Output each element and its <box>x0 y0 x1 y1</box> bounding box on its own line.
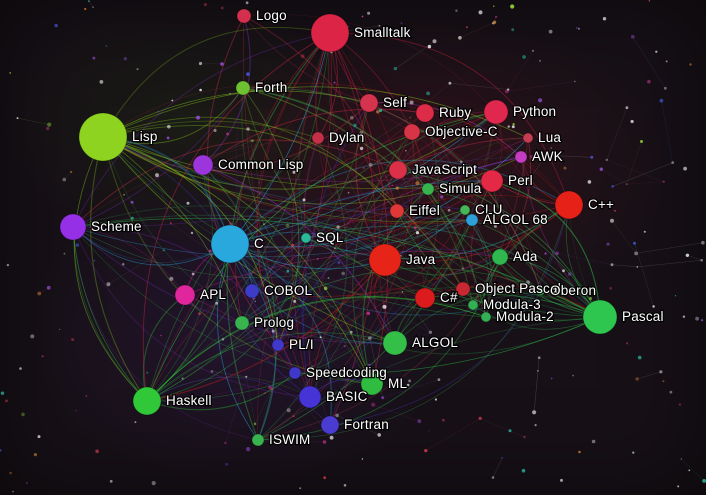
node-label-sql: SQL <box>316 230 344 245</box>
node-label-speedcoding: Speedcoding <box>306 365 387 380</box>
node-clu[interactable] <box>459 204 471 216</box>
node-label-oberon: Oberon <box>550 283 596 298</box>
node-lisp[interactable] <box>78 112 128 162</box>
node-label-haskell: Haskell <box>166 393 212 408</box>
node-speedcoding[interactable] <box>288 366 302 380</box>
node-csharp[interactable] <box>414 287 436 309</box>
node-label-basic: BASIC <box>326 389 368 404</box>
node-label-simula: Simula <box>439 181 482 196</box>
node-pl-i[interactable] <box>271 338 285 352</box>
node-cobol[interactable] <box>244 283 260 299</box>
node-cpp[interactable] <box>554 190 584 220</box>
node-label-pl-i: PL/I <box>289 337 314 352</box>
labels-layer: Logo Smalltalk Forth Lisp Self Ruby Python Obje… <box>90 7 665 449</box>
node-algol-68[interactable] <box>465 213 479 227</box>
node-label-modula-2: Modula-2 <box>496 309 554 324</box>
node-prolog[interactable] <box>234 315 250 331</box>
node-simula[interactable] <box>421 182 435 196</box>
node-smalltalk[interactable] <box>310 13 350 53</box>
node-label-common-lisp: Common Lisp <box>218 157 303 172</box>
node-javascript[interactable] <box>388 160 408 180</box>
node-label-pascal: Pascal <box>622 309 664 324</box>
node-awk[interactable] <box>514 150 528 164</box>
node-label-prolog: Prolog <box>254 315 294 330</box>
node-label-self: Self <box>383 95 407 110</box>
node-label-perl: Perl <box>508 173 533 188</box>
node-label-ada: Ada <box>513 249 538 264</box>
node-lua[interactable] <box>522 132 534 144</box>
node-label-lua: Lua <box>538 130 561 145</box>
node-forth[interactable] <box>235 80 251 96</box>
node-objective-c[interactable] <box>403 123 421 141</box>
node-label-scheme: Scheme <box>91 219 142 234</box>
node-ml[interactable] <box>360 372 384 396</box>
node-label-csharp: C# <box>440 290 458 305</box>
node-common-lisp[interactable] <box>192 154 214 176</box>
node-basic[interactable] <box>298 385 322 409</box>
node-ruby[interactable] <box>415 103 435 123</box>
node-label-modula-3: Modula-3 <box>483 297 541 312</box>
node-label-ruby: Ruby <box>439 105 471 120</box>
node-perl[interactable] <box>480 169 504 193</box>
node-iswim[interactable] <box>251 433 265 447</box>
node-java[interactable] <box>368 243 402 277</box>
node-label-algol-68: ALGOL 68 <box>483 212 548 227</box>
node-fortran[interactable] <box>320 415 340 435</box>
node-scheme[interactable] <box>59 213 87 241</box>
node-label-lisp: Lisp <box>132 129 158 144</box>
node-dylan[interactable] <box>311 131 325 145</box>
node-label-java: Java <box>406 252 436 267</box>
node-apl[interactable] <box>174 284 196 306</box>
node-label-object-pascal: Object Pascal <box>475 281 561 296</box>
node-label-smalltalk: Smalltalk <box>354 25 411 40</box>
node-label-clu: CLU <box>475 202 503 217</box>
node-label-eiffel: Eiffel <box>409 203 440 218</box>
node-label-algol: ALGOL <box>412 335 458 350</box>
node-label-apl: APL <box>200 287 226 302</box>
node-label-awk: AWK <box>532 149 563 164</box>
node-label-ml: ML <box>388 376 407 391</box>
node-c[interactable] <box>210 224 250 264</box>
node-oberon[interactable] <box>536 286 546 296</box>
node-label-c: C <box>254 236 264 251</box>
node-modula-3[interactable] <box>467 299 479 311</box>
nodes-layer <box>59 8 618 447</box>
node-label-javascript: JavaScript <box>412 162 477 177</box>
node-label-cpp: C++ <box>588 197 614 212</box>
node-label-iswim: ISWIM <box>269 432 311 447</box>
node-label-dylan: Dylan <box>329 130 365 145</box>
node-label-cobol: COBOL <box>264 283 313 298</box>
node-pascal[interactable] <box>582 299 618 335</box>
node-algol[interactable] <box>382 330 408 356</box>
node-label-python: Python <box>513 104 556 119</box>
node-eiffel[interactable] <box>389 203 405 219</box>
node-haskell[interactable] <box>132 386 162 416</box>
background-mesh-layer <box>17 0 705 482</box>
node-ada[interactable] <box>491 248 509 266</box>
node-logo[interactable] <box>236 8 252 24</box>
node-label-objective-c: Objective-C <box>425 124 498 139</box>
node-python[interactable] <box>483 99 509 125</box>
node-label-logo: Logo <box>256 8 287 23</box>
node-label-fortran: Fortran <box>344 417 389 432</box>
node-label-forth: Forth <box>255 80 288 95</box>
node-sql[interactable] <box>300 232 312 244</box>
node-object-pascal[interactable] <box>455 281 471 297</box>
node-modula-2[interactable] <box>480 311 492 323</box>
node-self[interactable] <box>359 93 379 113</box>
